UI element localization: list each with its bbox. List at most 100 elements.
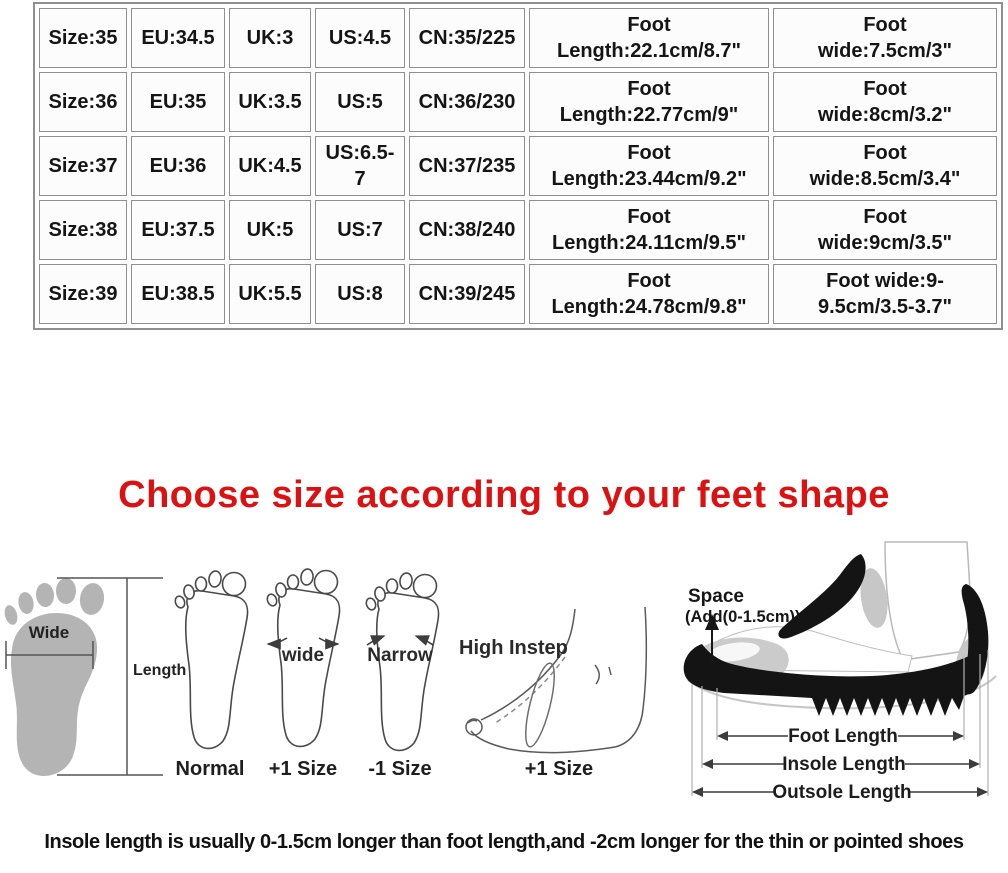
us-cell: US:5 [315, 72, 405, 132]
cell-text: Size:38 [48, 219, 118, 241]
cell-text: Foot wide:9-9.5cm/3.5-3.7" [817, 270, 952, 318]
foot-length-cell: Foot Length:24.11cm/9.5" [529, 200, 769, 260]
foot-length-cell: Foot Length:22.77cm/9" [529, 72, 769, 132]
insole-footnote: Insole length is usually 0-1.5cm longer … [44, 831, 964, 853]
table-row: Size:36 EU:35 UK:3.5 US:5 CN:36/230 Foot… [39, 72, 997, 132]
space-note: (Add(0-1.5cm)) [685, 608, 801, 626]
shoe-collar [778, 554, 866, 639]
foot-length-cell: Foot Length:22.1cm/8.7" [529, 8, 769, 68]
us-cell: US:7 [315, 200, 405, 260]
cell-text: US:7 [337, 219, 383, 241]
wide-measure-line [5, 641, 94, 669]
foot-length-cell: Foot Length:23.44cm/9.2" [529, 136, 769, 196]
cell-text: Foot Length:22.77cm/9" [559, 78, 739, 126]
instep-size-label: +1 Size [525, 758, 593, 780]
plus-one-size-label: +1 Size [269, 758, 337, 780]
outsole-length-label: Outsole Length [772, 782, 911, 803]
cell-text: Size:36 [48, 91, 118, 113]
cell-text: UK:3.5 [238, 91, 302, 113]
cell-text: CN:38/240 [418, 219, 516, 241]
wide-label: Wide [29, 623, 69, 642]
insole-length-label: Insole Length [782, 754, 906, 775]
minus-one-size-label: -1 Size [368, 758, 431, 780]
footprint-shape [4, 578, 105, 776]
table-row: Size:35 EU:34.5 UK:3 US:4.5 CN:35/225 Fo… [39, 8, 997, 68]
cell-text: EU:37.5 [141, 219, 215, 241]
uk-cell: UK:5.5 [229, 264, 311, 324]
foot-wide-cell: Foot wide:7.5cm/3" [773, 8, 997, 68]
outsole-length-measure [692, 787, 988, 797]
cell-text: Foot wide:8cm/3.2" [818, 78, 952, 126]
foot-length-measure [717, 731, 964, 741]
uk-cell: UK:3 [229, 8, 311, 68]
cell-text: UK:4.5 [238, 155, 302, 177]
feet-shapes-diagram: wide Narrow Normal +1 Size -1 Size [172, 567, 440, 780]
eu-cell: EU:38.5 [131, 264, 225, 324]
cell-text: UK:3 [246, 27, 294, 49]
foot-wide-cell: Foot wide:8.5cm/3.4" [773, 136, 997, 196]
leg-silhouette [884, 541, 971, 661]
page-title: Choose size according to your feet shape [118, 474, 890, 516]
high-instep-annotation: High Instep [459, 637, 568, 659]
cn-cell: CN:38/240 [409, 200, 525, 260]
size-chart-table: Size:35 EU:34.5 UK:3 US:4.5 CN:35/225 Fo… [33, 2, 1003, 330]
cell-text: CN:36/230 [418, 91, 516, 113]
cell-text: Foot wide:8.5cm/3.4" [809, 142, 961, 190]
size-cell: Size:38 [39, 200, 127, 260]
size-cell: Size:39 [39, 264, 127, 324]
eu-cell: EU:37.5 [131, 200, 225, 260]
cell-text: Foot wide:9cm/3.5" [818, 206, 952, 254]
eu-cell: EU:34.5 [131, 8, 225, 68]
table-row: Size:37 EU:36 UK:4.5 US:6.5-7 CN:37/235 … [39, 136, 997, 196]
size-cell: Size:37 [39, 136, 127, 196]
cn-cell: CN:39/245 [409, 264, 525, 324]
foot-wide-cell: Foot wide:8cm/3.2" [773, 72, 997, 132]
cell-text: Size:37 [48, 155, 118, 177]
cell-text: CN:37/235 [418, 155, 516, 177]
cell-text: UK:5 [246, 219, 294, 241]
toe-highlight [708, 642, 760, 662]
cell-text: EU:34.5 [141, 27, 215, 49]
cell-text: US:5 [337, 91, 383, 113]
insole-length-measure [702, 759, 980, 769]
foot-wide-cell: Foot wide:9-9.5cm/3.5-3.7" [773, 264, 997, 324]
cell-text: UK:5.5 [238, 283, 302, 305]
shoe-outsole [683, 644, 981, 716]
table-row: Size:39 EU:38.5 UK:5.5 US:8 CN:39/245 Fo… [39, 264, 997, 324]
us-cell: US:8 [315, 264, 405, 324]
cell-text: EU:36 [149, 155, 207, 177]
cell-text: CN:35/225 [418, 27, 516, 49]
foot-wide-cell: Foot wide:9cm/3.5" [773, 200, 997, 260]
measure-guides [691, 650, 989, 796]
cell-text: EU:38.5 [141, 283, 215, 305]
length-label: Length [133, 662, 186, 679]
foot-length-label: Foot Length [788, 726, 898, 747]
collar-pad [860, 568, 888, 628]
high-instep-diagram: High Instep +1 Size [459, 606, 648, 780]
instep-foot-profile [465, 606, 648, 754]
us-cell: US:6.5-7 [315, 136, 405, 196]
shoe-length-diagram: Space (Add(0-1.5cm)) Foot Length [683, 541, 997, 803]
uk-cell: UK:3.5 [229, 72, 311, 132]
space-label: Space [688, 586, 744, 607]
foot-length-cell: Foot Length:24.78cm/9.8" [529, 264, 769, 324]
us-cell: US:4.5 [315, 8, 405, 68]
cell-text: US:8 [337, 283, 383, 305]
size-cell: Size:36 [39, 72, 127, 132]
wide-annotation: wide [281, 645, 324, 666]
cn-cell: CN:37/235 [409, 136, 525, 196]
cell-text: Size:35 [48, 27, 118, 49]
cell-text: Foot Length:24.78cm/9.8" [551, 270, 747, 318]
cell-text: Foot Length:22.1cm/8.7" [557, 14, 741, 62]
cell-text: US:6.5-7 [325, 142, 395, 190]
cell-text: Foot wide:7.5cm/3" [818, 14, 952, 62]
cn-cell: CN:36/230 [409, 72, 525, 132]
footprint-measure-diagram: Wide Length [4, 577, 186, 776]
table-row: Size:38 EU:37.5 UK:5 US:7 CN:38/240 Foot… [39, 200, 997, 260]
uk-cell: UK:4.5 [229, 136, 311, 196]
size-table-container: Size:35 EU:34.5 UK:3 US:4.5 CN:35/225 Fo… [33, 2, 1003, 330]
cell-text: EU:35 [149, 91, 207, 113]
cell-text: Size:39 [48, 283, 118, 305]
cn-cell: CN:35/225 [409, 8, 525, 68]
